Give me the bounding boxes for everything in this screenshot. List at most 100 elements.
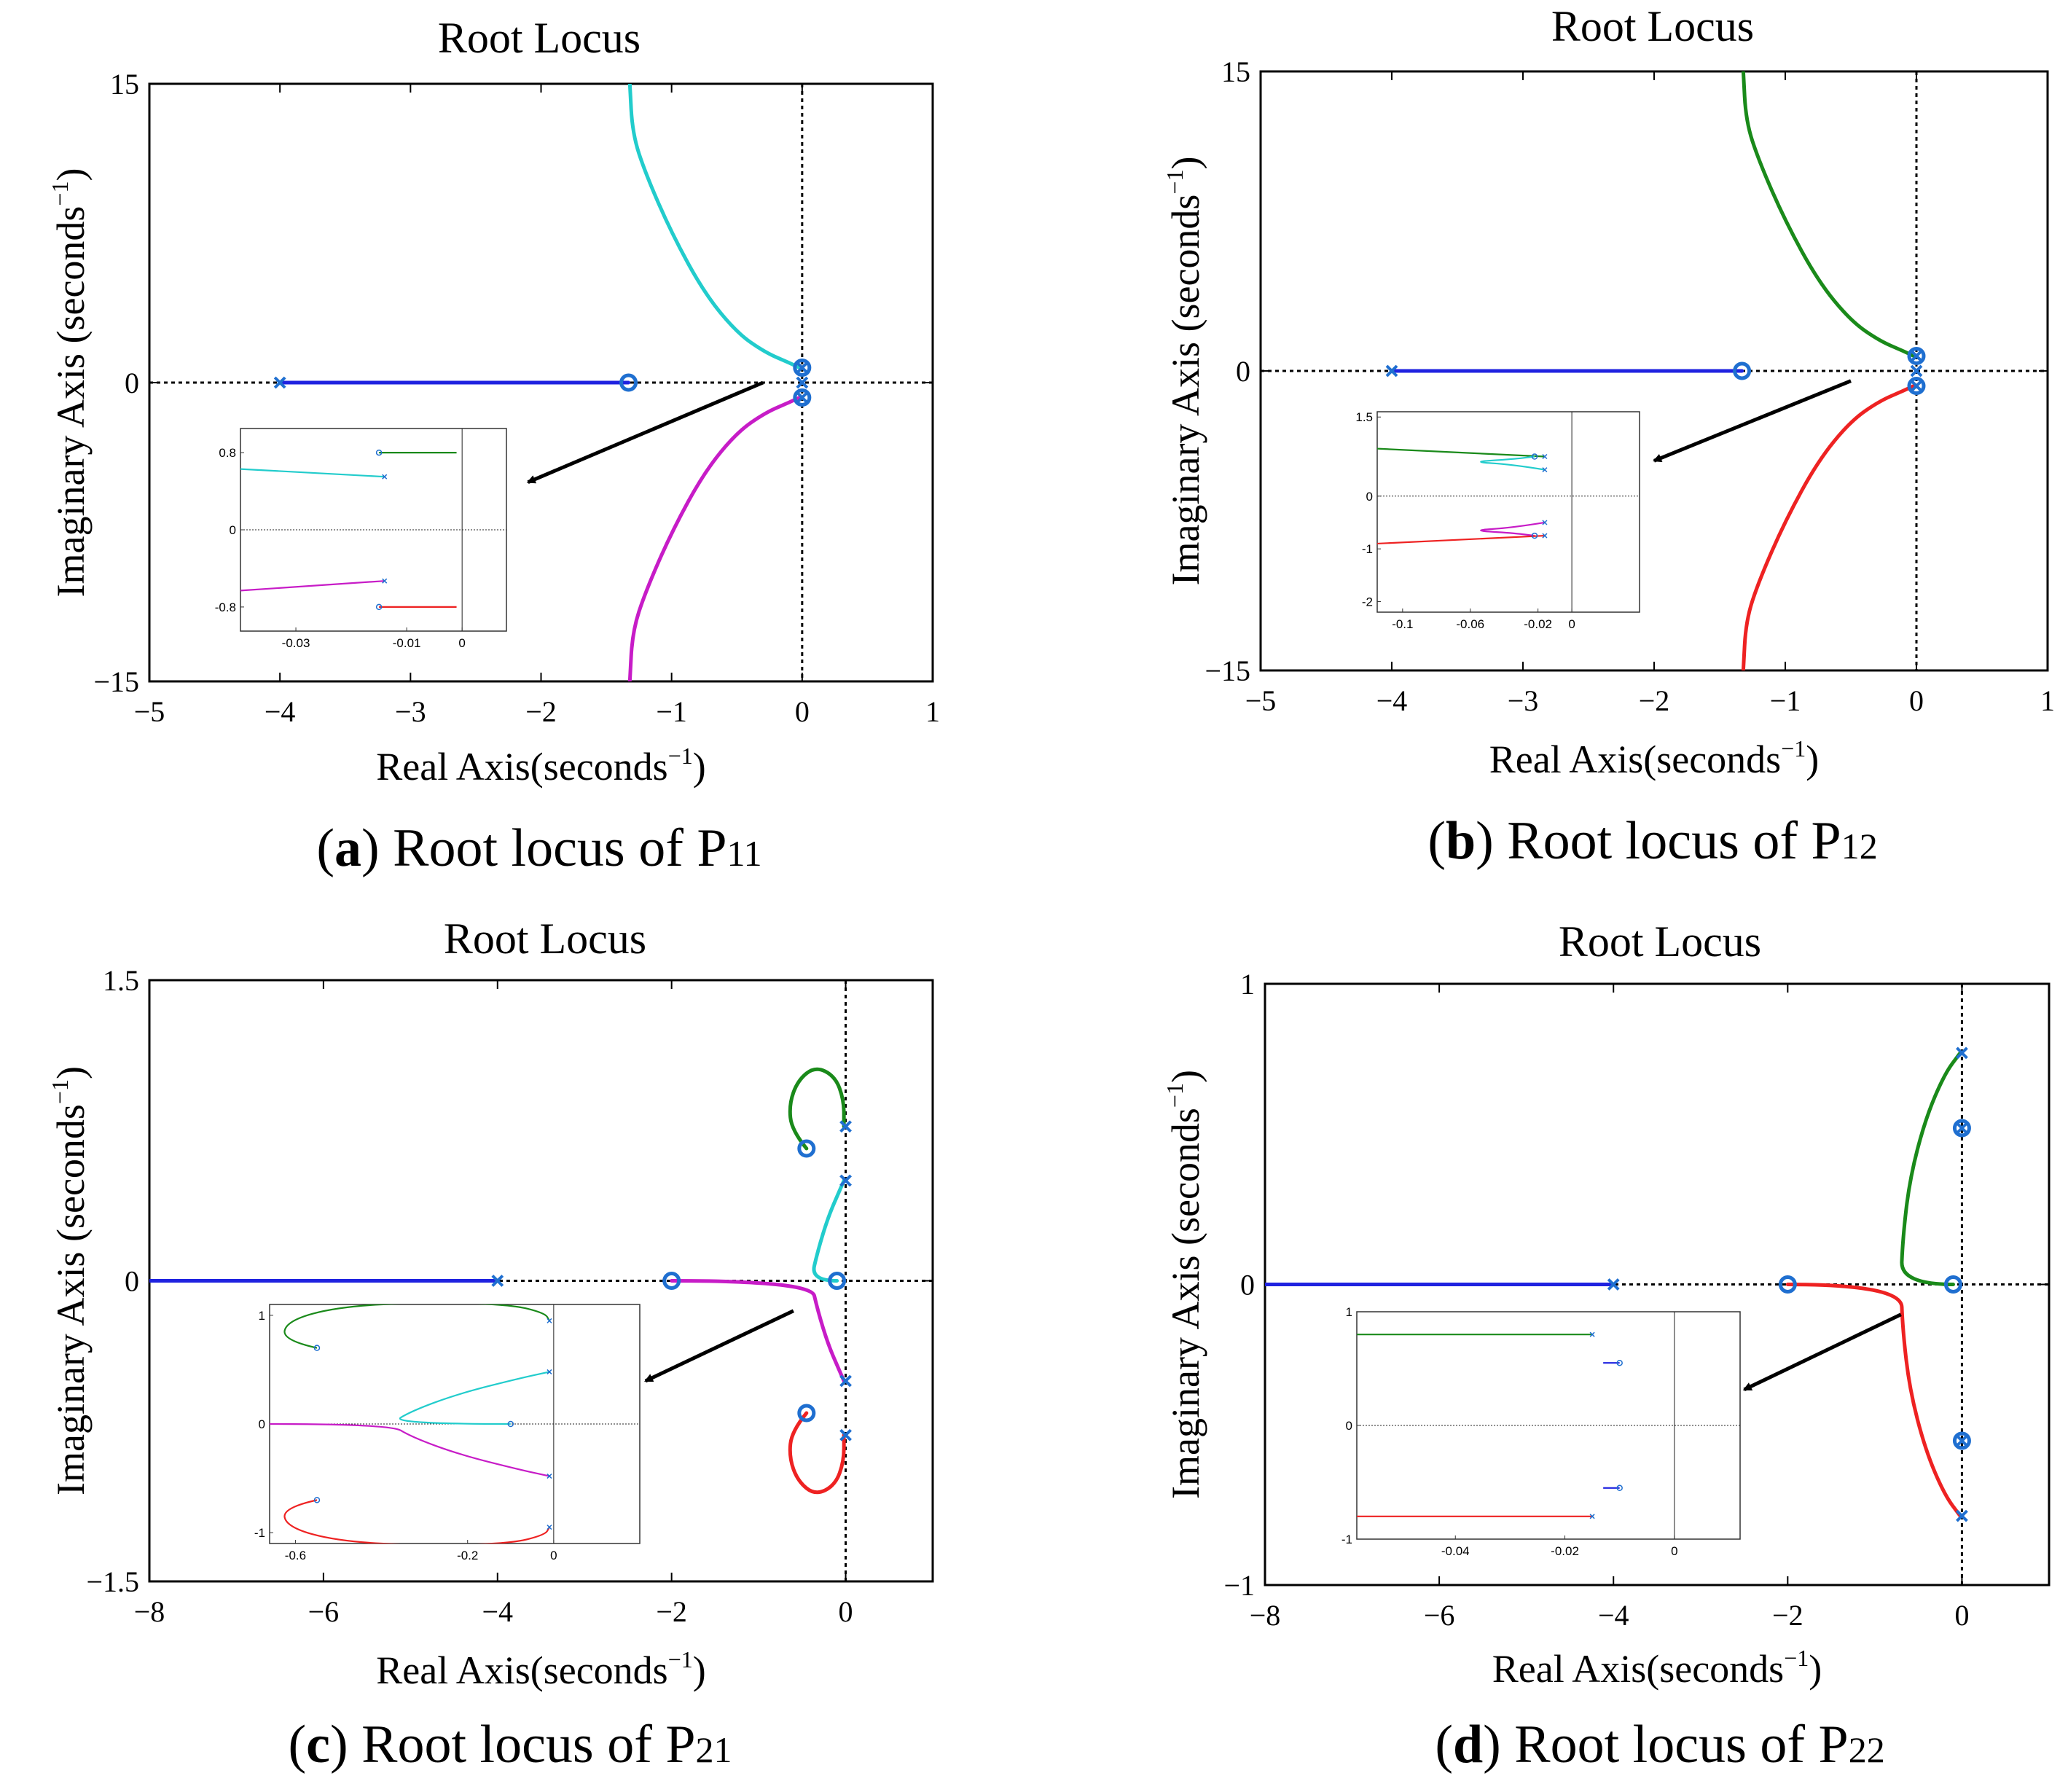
x-tick-label: −5 bbox=[134, 695, 165, 728]
x-tick-label: −2 bbox=[656, 1595, 687, 1628]
inset-y-tick-label: 0 bbox=[259, 1417, 265, 1431]
pole-marker bbox=[1956, 1122, 1968, 1135]
pole-marker bbox=[796, 391, 809, 404]
locus-branch bbox=[670, 1279, 846, 1383]
locus-branch bbox=[1785, 1283, 1962, 1518]
inset-y-tick-label: 1 bbox=[259, 1309, 265, 1323]
panel-a: Root Locus −5 −4 −3 −2 −1 0 1 −15 0 15 Real Axis(se… bbox=[47, 14, 940, 878]
inset-frame bbox=[1376, 411, 1640, 613]
zoom-inset: -0.1 -0.06 -0.02 0 1.5 0 -1 -2 bbox=[1355, 410, 1640, 631]
inset-pole-marker bbox=[1542, 467, 1548, 473]
callout-arrow bbox=[644, 1309, 794, 1383]
zero-marker bbox=[619, 373, 638, 392]
inset-branches bbox=[1377, 447, 1546, 545]
inset-pole-marker bbox=[1589, 1514, 1595, 1519]
inset-x-tick-label: 0 bbox=[550, 1549, 557, 1562]
x-tick-label: 0 bbox=[1954, 1599, 1969, 1632]
panel-caption: (b) Root locus of P12 bbox=[1427, 811, 1877, 871]
y-tick-label: −1 bbox=[1223, 1569, 1255, 1602]
x-tick-label: −1 bbox=[1770, 684, 1801, 717]
pole-marker bbox=[1910, 350, 1923, 362]
inset-x-tick-label: -0.2 bbox=[457, 1549, 478, 1562]
inset-x-tick-label: -0.02 bbox=[1524, 617, 1552, 631]
chart-title: Root Locus bbox=[444, 915, 646, 963]
panel-d: Root Locus −8 −6 −4 −2 0 −1 0 1 Real Axis(seconds… bbox=[1162, 917, 2051, 1775]
y-tick-label: 15 bbox=[110, 68, 139, 101]
y-tick-label: 0 bbox=[125, 1265, 139, 1298]
x-tick-label: −4 bbox=[1598, 1599, 1629, 1632]
branches bbox=[1265, 1051, 1962, 1518]
x-tick-label: −4 bbox=[1376, 684, 1408, 717]
x-tick-label: −2 bbox=[525, 695, 557, 728]
locus-branch bbox=[812, 1178, 846, 1283]
pole-marker bbox=[1956, 1434, 1968, 1447]
zoom-inset: -0.04 -0.02 0 1 0 -1 bbox=[1342, 1305, 1741, 1558]
x-tick-label: −4 bbox=[482, 1595, 513, 1628]
inset-branch bbox=[1377, 447, 1545, 458]
zero-marker bbox=[828, 1272, 847, 1290]
inset-pole-marker bbox=[1542, 533, 1548, 539]
y-tick-label: 0 bbox=[125, 367, 139, 399]
pole-marker bbox=[1607, 1278, 1620, 1291]
inset-y-tick-label: 1 bbox=[1346, 1305, 1352, 1319]
x-tick-label: −4 bbox=[265, 695, 296, 728]
locus-branch bbox=[788, 1411, 846, 1495]
x-axis-label: Real Axis(seconds−1) bbox=[376, 1646, 705, 1692]
locus-branch bbox=[627, 396, 802, 681]
x-tick-label: −8 bbox=[1250, 1599, 1281, 1632]
y-tick-label: −15 bbox=[1205, 654, 1250, 687]
callout-arrow bbox=[1653, 379, 1852, 463]
panel-c: Root Locus −8 −6 −4 −2 0 −1.5 0 1.5 Real Axis(sec… bbox=[47, 915, 934, 1775]
inset-branch bbox=[240, 468, 385, 478]
locus-branch bbox=[1741, 71, 1916, 358]
pole-marker bbox=[491, 1275, 504, 1287]
pole-marker bbox=[1910, 364, 1923, 377]
inset-x-tick-label: -0.1 bbox=[1392, 617, 1413, 631]
inset-y-tick-label: 0.8 bbox=[219, 446, 236, 460]
inset-branch bbox=[240, 580, 385, 592]
inset-pole-marker bbox=[547, 1525, 552, 1530]
inset-x-tick-label: -0.01 bbox=[393, 636, 421, 650]
locus-branch bbox=[627, 84, 802, 369]
pole-marker bbox=[796, 361, 809, 374]
pole-marker bbox=[273, 376, 286, 389]
inset-branch bbox=[1377, 534, 1545, 545]
inset-x-tick-label: 0 bbox=[1671, 1544, 1677, 1558]
x-tick-label: −2 bbox=[1639, 684, 1670, 717]
inset-y-tick-label: -1 bbox=[254, 1526, 265, 1540]
inset-branch bbox=[283, 1304, 550, 1349]
zero-marker bbox=[1907, 377, 1926, 396]
inset-branch bbox=[399, 1371, 550, 1425]
inset-branches bbox=[240, 451, 457, 609]
inset-y-tick-label: -2 bbox=[1362, 595, 1373, 609]
callout-arrow bbox=[1742, 1312, 1902, 1392]
panel-caption: (d) Root locus of P22 bbox=[1435, 1715, 1884, 1775]
y-tick-label: 1.5 bbox=[103, 964, 139, 997]
inset-zero-marker bbox=[1531, 532, 1538, 539]
pole-marker bbox=[1385, 364, 1398, 377]
zero-marker bbox=[797, 1404, 816, 1423]
x-tick-label: −3 bbox=[395, 695, 426, 728]
y-tick-label: 0 bbox=[1240, 1269, 1255, 1302]
pole-marker bbox=[796, 376, 809, 389]
inset-zero-marker bbox=[375, 449, 383, 456]
pole-marker bbox=[1910, 380, 1923, 392]
branches bbox=[278, 84, 802, 681]
inset-x-tick-label: 0 bbox=[458, 636, 465, 650]
inset-zero-marker bbox=[1616, 1484, 1623, 1492]
inset-y-tick-label: 0 bbox=[1346, 1419, 1352, 1433]
inset-x-tick-label: -0.03 bbox=[282, 636, 310, 650]
inset-frame bbox=[1356, 1311, 1741, 1540]
inset-zero-marker bbox=[1616, 1359, 1623, 1366]
panel-b: Root Locus −5 −4 −3 −2 −1 0 1 −15 0 15 Real Axis(se… bbox=[1162, 2, 2055, 871]
inset-pole-marker bbox=[547, 1474, 552, 1479]
chart-title: Root Locus bbox=[1559, 917, 1761, 966]
x-axis-label: Real Axis(seconds−1) bbox=[376, 743, 705, 789]
inset-branch bbox=[270, 1423, 550, 1477]
y-tick-label: 0 bbox=[1236, 355, 1250, 388]
inset-x-tick-label: -0.6 bbox=[285, 1549, 306, 1562]
zero-marker bbox=[1733, 361, 1752, 380]
pole-marker bbox=[839, 1174, 852, 1187]
zero-marker bbox=[1952, 1431, 1971, 1450]
locus-branch bbox=[1900, 1051, 1962, 1286]
